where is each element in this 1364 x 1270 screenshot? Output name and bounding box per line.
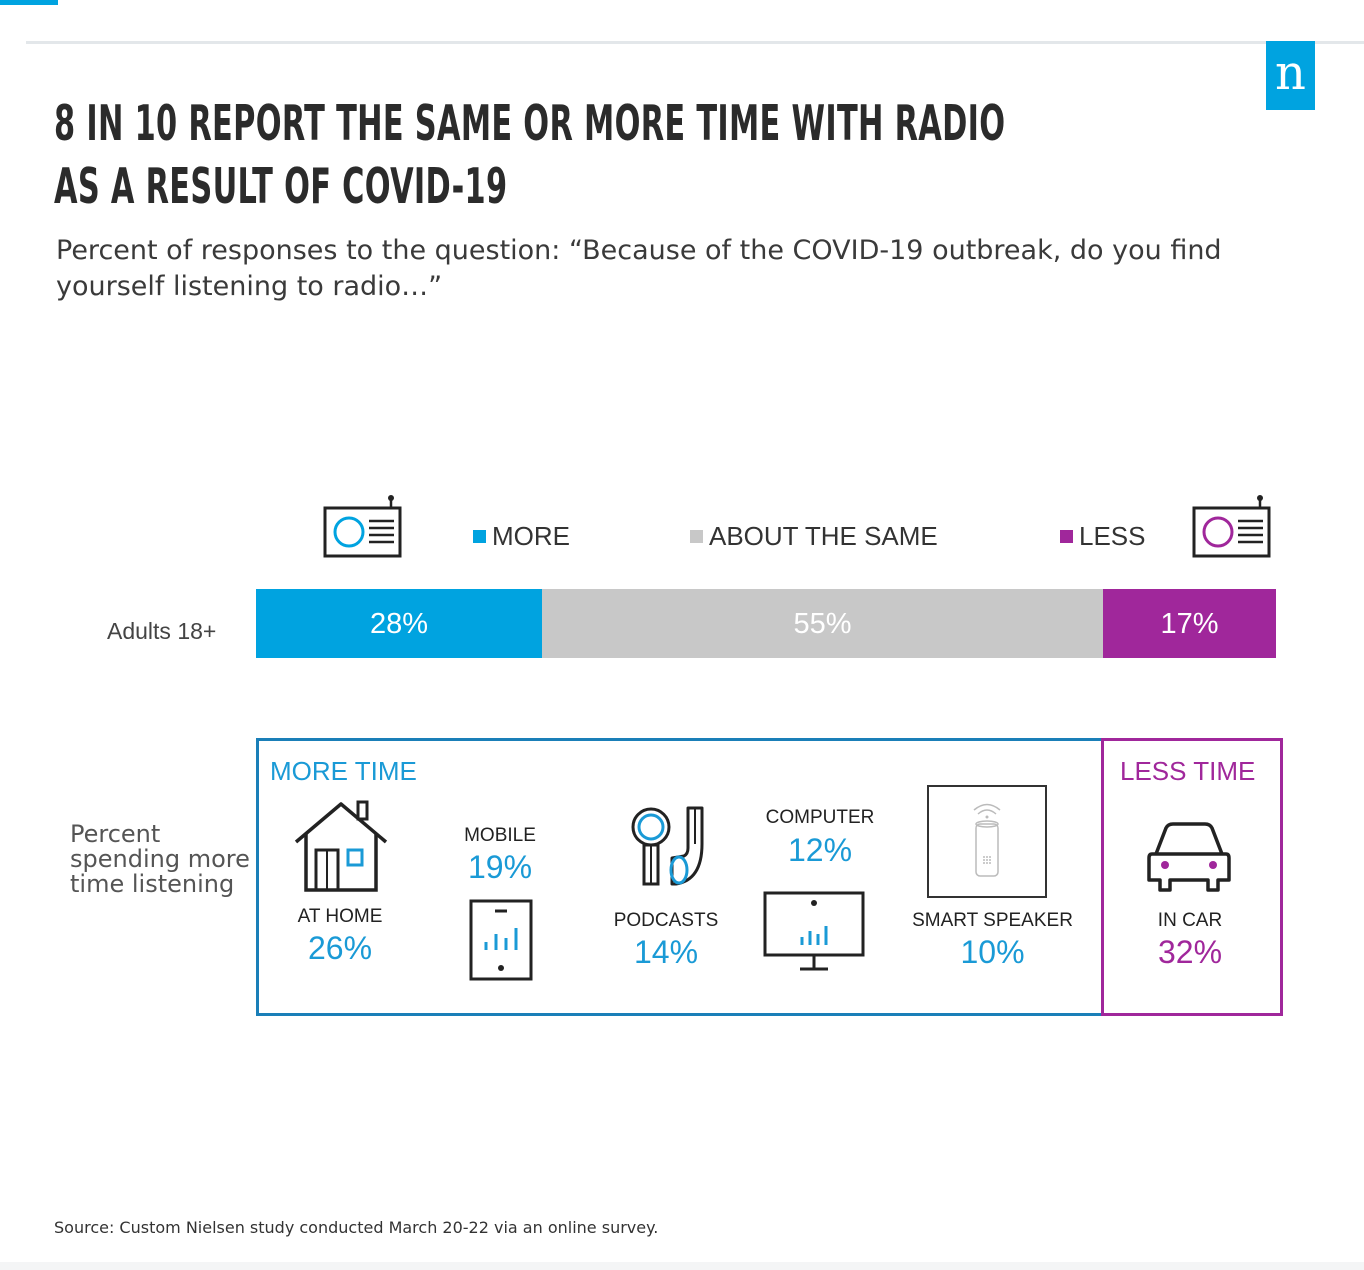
chart-title: 8 IN 10 REPORT THE SAME OR MORE TIME WIT… (54, 92, 1006, 218)
more-time-title: MORE TIME (270, 756, 417, 786)
cat-value-at-home: 26% (307, 930, 373, 966)
mobile-phone-icon (469, 899, 533, 981)
bottom-band (0, 1262, 1364, 1270)
cat-value-computer: 12% (787, 832, 853, 868)
cat-value-podcasts: 14% (633, 934, 699, 970)
headphones-icon (631, 806, 704, 886)
chart-title-line-2: AS A RESULT OF COVID-19 (54, 158, 508, 215)
legend-swatch-same (690, 530, 703, 543)
radio-icon (323, 495, 402, 558)
house-icon (294, 800, 388, 892)
bar-value-label-less: 17% (1160, 608, 1219, 640)
header-divider (26, 41, 1364, 44)
bar-segment-less: 17% (1103, 589, 1276, 658)
bar-value-label-same: 55% (793, 608, 852, 640)
row-label-more-time: Percent spending more time listening (70, 820, 250, 898)
cat-label-in-car: IN CAR (1157, 910, 1223, 931)
cat-value-smart-speaker: 10% (960, 934, 1025, 970)
bar-value-label-more: 28% (369, 608, 429, 640)
chart-title-line-1: 8 IN 10 REPORT THE SAME OR MORE TIME WIT… (54, 95, 1006, 152)
computer-monitor-icon (763, 891, 865, 971)
legend-item-more: MORE (473, 521, 570, 551)
legend-swatch-less (1060, 530, 1073, 543)
legend-item-less: LESS (1060, 521, 1146, 551)
car-icon (1147, 822, 1231, 892)
cat-label-mobile: MOBILE (464, 825, 536, 846)
bar-segment-same: 55% (542, 589, 1103, 658)
cat-label-computer: COMPUTER (765, 807, 875, 828)
cat-value-mobile: 19% (467, 849, 533, 885)
stacked-bar: 28% 55% 17% (256, 589, 1276, 658)
smart-speaker-icon (927, 785, 1047, 898)
cat-label-at-home: AT HOME (297, 906, 383, 927)
bar-segment-more: 28% (256, 589, 542, 658)
cat-label-smart-speaker: SMART SPEAKER (912, 910, 1073, 931)
nielsen-logo: n (1266, 41, 1315, 110)
legend-swatch-more (473, 530, 486, 543)
cat-label-podcasts: PODCASTS (613, 910, 719, 931)
bar-category-label: Adults 18+ (107, 618, 217, 644)
legend-label-more: MORE (492, 521, 570, 551)
top-accent-bar (0, 0, 58, 5)
cat-value-in-car: 32% (1157, 934, 1223, 970)
less-time-box (1101, 738, 1283, 1016)
radio-icon (1192, 495, 1271, 558)
source-note: Source: Custom Nielsen study conducted M… (54, 1218, 659, 1237)
chart-subtitle: Percent of responses to the question: “B… (56, 235, 1222, 302)
legend-label-less: LESS (1079, 521, 1146, 551)
legend-item-same: ABOUT THE SAME (690, 521, 938, 551)
less-time-title: LESS TIME (1120, 756, 1256, 786)
legend-label-same: ABOUT THE SAME (709, 521, 938, 551)
